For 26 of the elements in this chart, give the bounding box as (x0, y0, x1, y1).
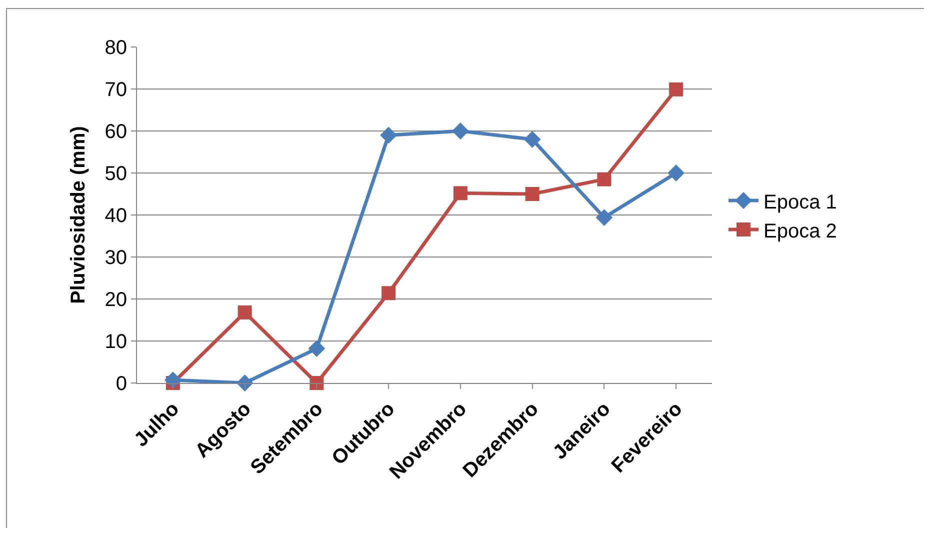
point (525, 187, 540, 201)
y-tick-label: 30 (104, 247, 127, 269)
y-tick-label: 80 (104, 37, 127, 59)
y-tick-label: 40 (104, 205, 127, 227)
point (382, 286, 396, 300)
legend-label: Epoca 2 (764, 220, 837, 242)
point (310, 376, 324, 390)
point (453, 186, 468, 200)
y-tick-label: 20 (104, 289, 127, 311)
point (668, 164, 685, 182)
y-axis-title: Pluviosidade (mm) (67, 126, 90, 304)
y-tick-label: 50 (104, 163, 127, 185)
point (238, 305, 252, 320)
y-tick-label: 60 (104, 121, 127, 143)
point (669, 82, 684, 96)
y-tick-label: 70 (104, 79, 127, 101)
point (452, 122, 469, 140)
point (308, 340, 326, 358)
point (597, 172, 612, 186)
y-tick-label: 10 (104, 331, 127, 353)
point (524, 130, 541, 148)
y-tick-label: 0 (116, 373, 127, 395)
legend-label: Epoca 1 (764, 191, 837, 214)
point (380, 126, 398, 144)
point (236, 374, 254, 392)
point (596, 209, 613, 226)
